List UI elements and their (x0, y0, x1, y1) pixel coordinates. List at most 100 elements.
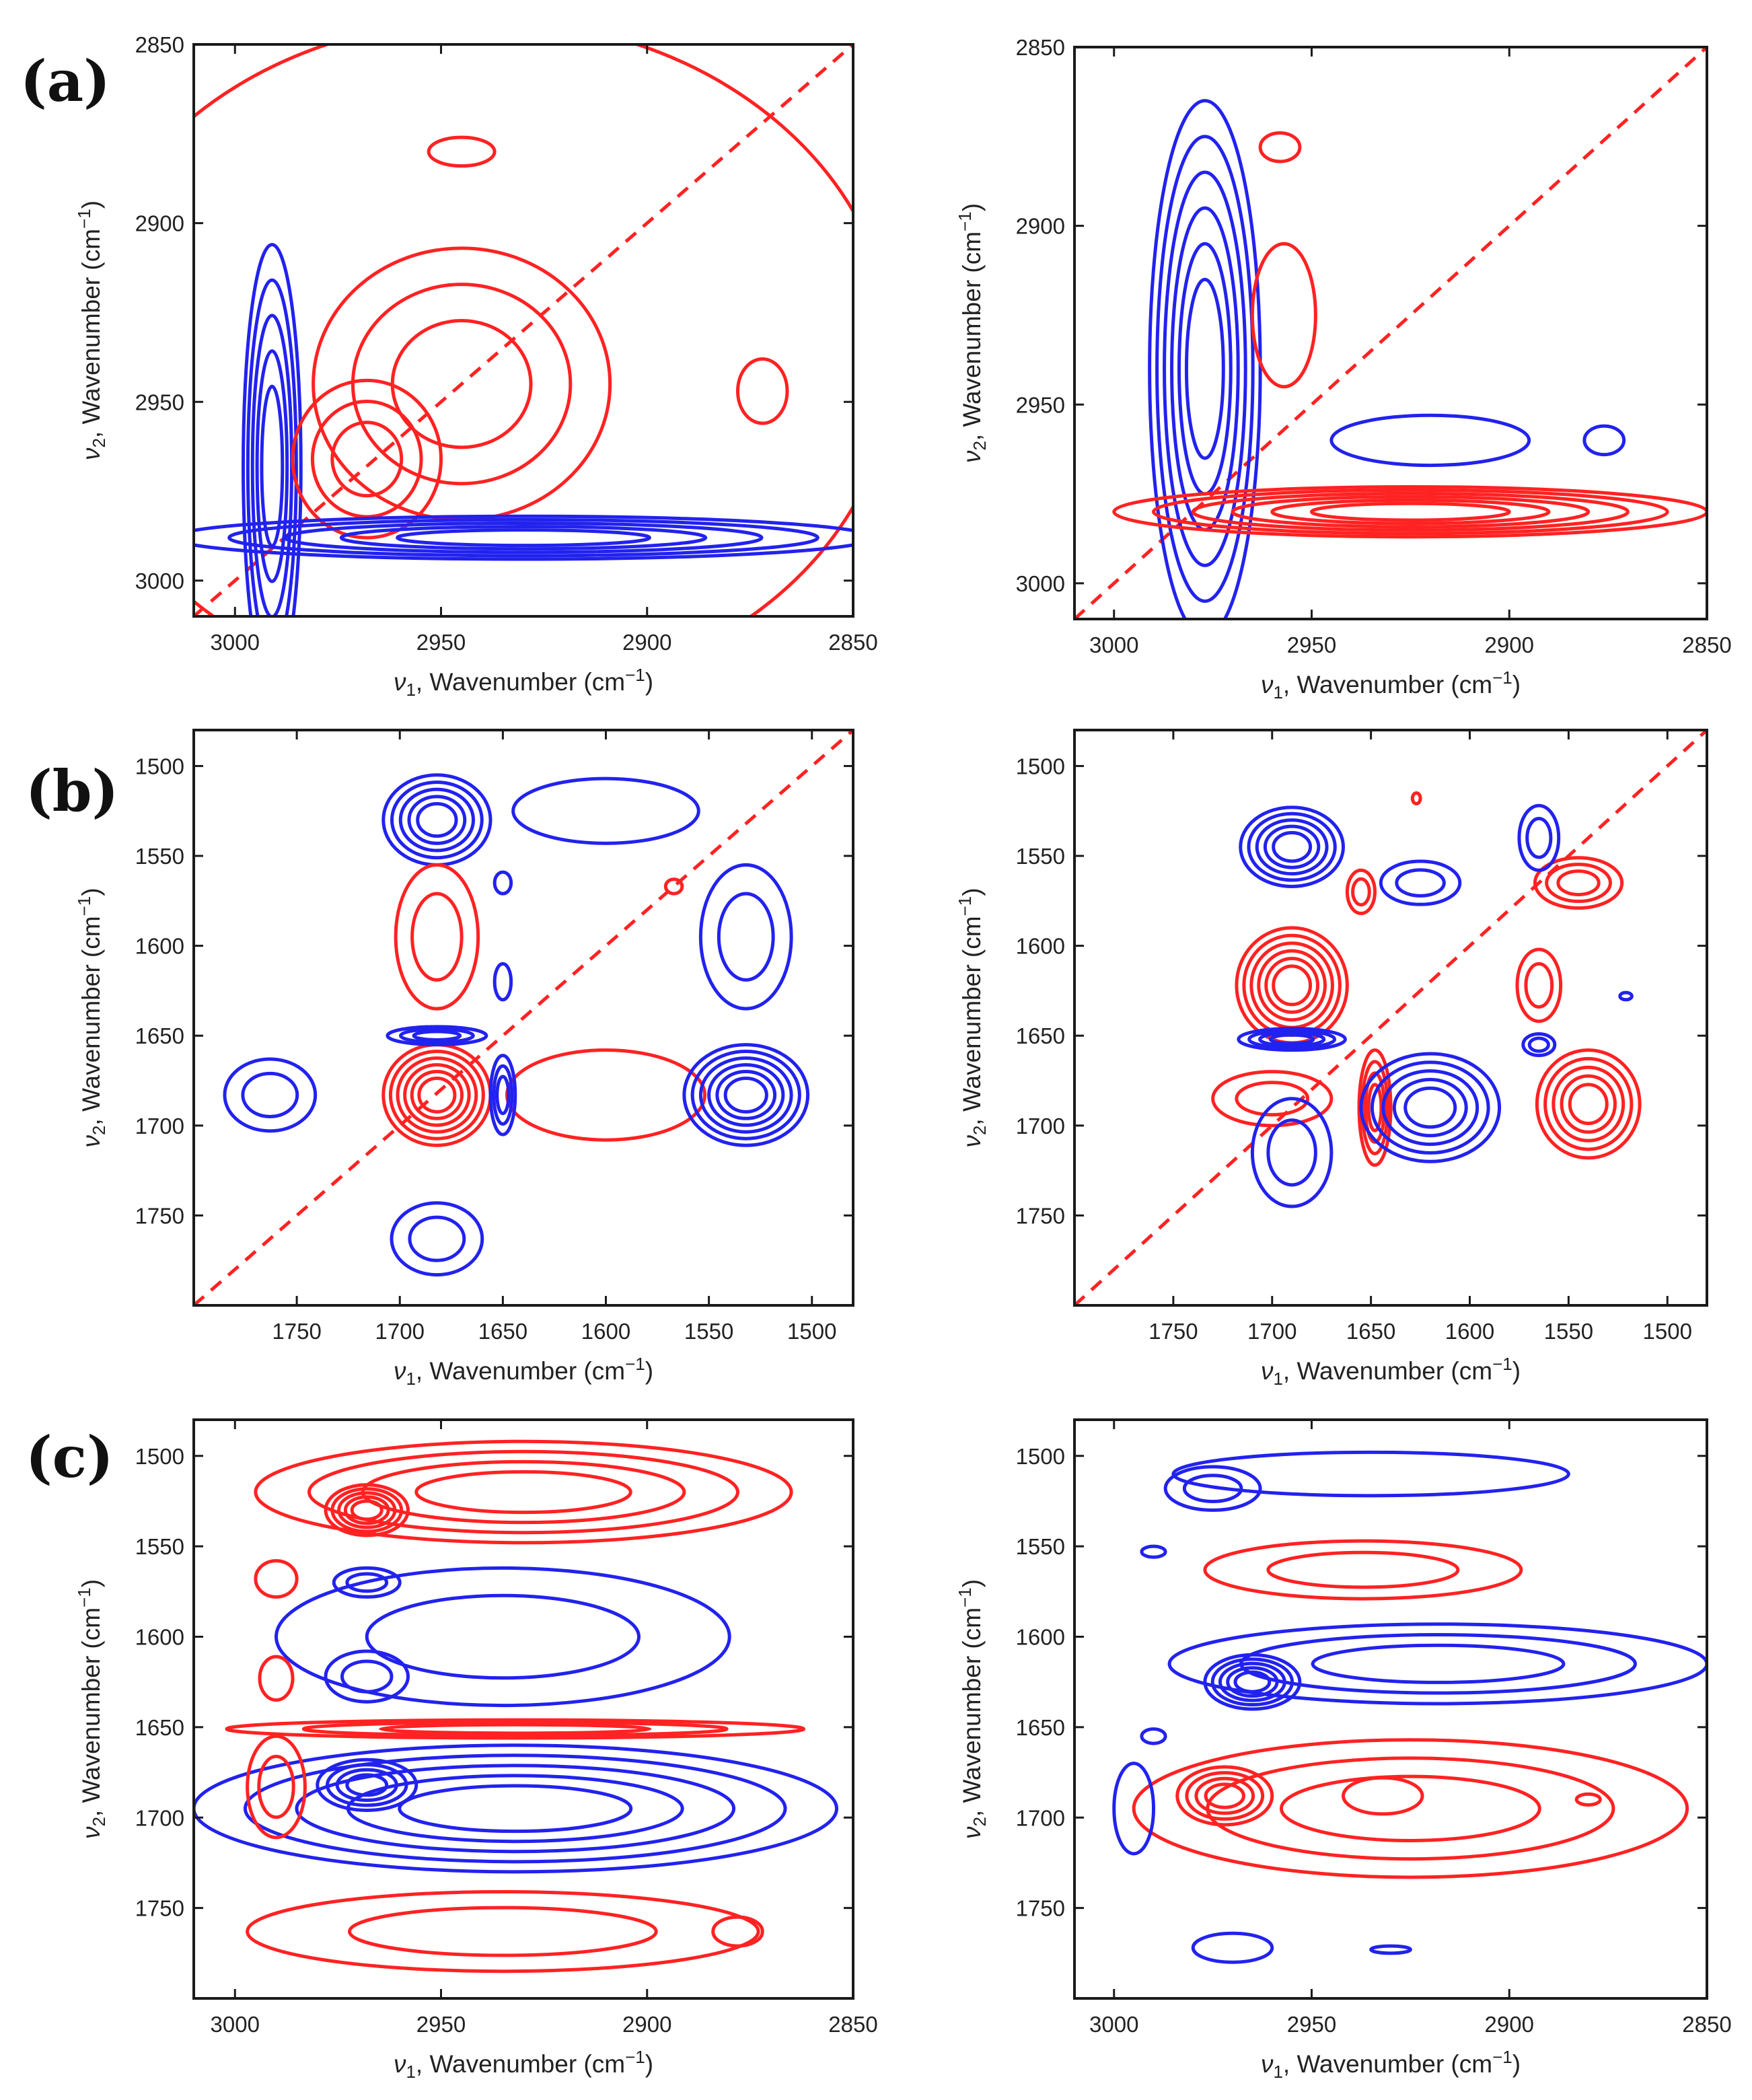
x-label-var: ν (394, 1357, 406, 1385)
negative-contour-peak-5-level-0 (1582, 424, 1626, 457)
y-label-close: ) (958, 1579, 986, 1587)
x-tick-label: 1500 (1643, 1319, 1692, 1344)
positive-contour-peak-8-level-0 (246, 1734, 307, 1840)
positive-contour-peak-3-level-1 (1266, 1550, 1460, 1589)
x-tick-label: 2850 (1682, 632, 1731, 657)
x-tick-label: 1600 (581, 1319, 630, 1344)
positive-contour-peak-11-level-1 (1351, 877, 1371, 907)
y-tick-label: 1550 (1016, 844, 1065, 869)
positive-contour-peak-9-level-0 (1574, 1792, 1602, 1807)
positive-contour-peak-1-level-2 (1249, 941, 1334, 1029)
positive-contour-peak-3-level-0 (1203, 1539, 1523, 1601)
y-axis-label: ν2, Wavenumber (cm−1) (74, 888, 109, 1147)
negative-contour-peak-0-level-0 (1171, 1450, 1570, 1498)
negative-contour-peak-0-level-1 (390, 780, 484, 860)
positive-contour-peak-2-level-2 (390, 318, 533, 449)
positive-contour-peak-4-level-5 (417, 1076, 457, 1114)
chart-b-asynchronous: 1750 1700 1650 1600 1550 1500 1500 1550 1600 1650… (955, 729, 1708, 1389)
x-tick-label: 2900 (622, 2012, 671, 2037)
y-tick-label: 2850 (1016, 35, 1065, 60)
panel-label-b: (b) (26, 758, 118, 824)
diagonal-line (1074, 730, 1707, 1305)
negative-contour-peak-5-level-2 (1218, 1661, 1286, 1702)
y-label-sup: −1 (74, 896, 94, 916)
y-tick-label: 3000 (135, 569, 184, 593)
x-label-sub: 1 (406, 680, 415, 700)
y-tick-label: 1750 (135, 1896, 184, 1921)
negative-contour-peak-6-level-5 (723, 1076, 768, 1114)
y-label-var: ν (958, 450, 986, 463)
y-label-sub: 2 (970, 1126, 990, 1135)
x-tick-label: 3000 (211, 630, 260, 655)
y-label-sub: 2 (89, 1817, 109, 1826)
y-tick-label: 1750 (1016, 1896, 1065, 1921)
negative-contour-peak-6-level-0 (194, 1743, 838, 1874)
x-axis-label: ν1, Wavenumber (cm−1) (394, 665, 653, 700)
negative-contour-peak-10-level-1 (398, 1027, 475, 1044)
negative-contour-peak-3-level-1 (717, 892, 775, 982)
negative-contour-peak-0-level-3 (255, 349, 289, 583)
negative-contour-peak-9-level-1 (492, 1064, 514, 1126)
positive-contour-peak-3-level-0 (1250, 242, 1317, 389)
positive-contour-peak-6-level-2 (1279, 1774, 1541, 1842)
positive-contour-peak-2-level-0 (394, 863, 480, 1011)
positive-contour-peak-7-level-0 (1535, 1048, 1642, 1160)
y-tick-label: 1550 (1016, 1534, 1065, 1559)
x-label-var: ν (1261, 1357, 1274, 1385)
negative-contour-peak-7-level-0 (223, 1057, 318, 1133)
positive-contour-peak-8-level-2 (1556, 869, 1601, 897)
negative-contour-peak-10-level-0 (1379, 859, 1462, 906)
negative-contour-peak-3-level-1 (345, 1572, 389, 1593)
positive-contour-peak-1-level-4 (1270, 498, 1551, 526)
positive-contour-peak-7-level-2 (1552, 1065, 1626, 1143)
y-tick-label: 1700 (135, 1114, 184, 1138)
negative-contour-peak-6-level-2 (295, 1764, 736, 1854)
panel-label-c: (c) (26, 1424, 114, 1490)
y-axis-label: ν2, Wavenumber (cm−1) (955, 888, 990, 1147)
positive-contour-peak-1-level-5 (1272, 964, 1313, 1007)
x-label-sub: 1 (1273, 682, 1282, 702)
negative-contour-peak-1-level-0 (1163, 1465, 1262, 1512)
negative-contour-peak-1-level-0 (511, 776, 700, 845)
positive-contour-peak-5-level-1 (301, 1721, 729, 1737)
negative-contour-peak-2-level-0 (1237, 1027, 1347, 1052)
x-tick-label: 1700 (1247, 1319, 1297, 1344)
negative-contour-peak-5-level-3 (1226, 1666, 1279, 1698)
negative-contour-peak-11-level-0 (492, 962, 513, 1002)
positive-contour-peak-4-level-0 (427, 135, 497, 168)
negative-contour-peak-0-level-1 (1155, 135, 1255, 603)
y-tick-label: 1650 (135, 1715, 184, 1740)
positive-contour-peak-1-level-2 (337, 1491, 397, 1529)
y-label-text: , Wavenumber (cm (77, 229, 105, 438)
negative-contour-peak-10-level-0 (386, 1025, 488, 1047)
y-label-close: ) (958, 203, 986, 211)
y-tick-label: 1600 (1016, 934, 1065, 959)
y-label-text: , Wavenumber (cm (958, 916, 986, 1125)
positive-contour-peak-11-level-0 (246, 1889, 760, 1974)
positive-contour-peak-12-level-0 (711, 1915, 764, 1948)
positive-contour-peak-5-level-3 (1366, 1083, 1383, 1132)
x-label-var: ν (1261, 2050, 1274, 2078)
negative-contour-peak-12-level-0 (492, 870, 513, 896)
y-tick-label: 1550 (135, 1534, 184, 1559)
y-tick-label: 1650 (135, 1023, 184, 1048)
x-tick-label: 2950 (416, 630, 466, 655)
negative-contour-peak-6-level-4 (1403, 1086, 1457, 1129)
negative-contour-peak-6-level-1 (227, 517, 819, 558)
negative-contour-peak-4-level-0 (324, 1649, 410, 1704)
positive-contour-peak-13-level-0 (663, 877, 684, 896)
positive-contour-peak-7-level-1 (1543, 1056, 1634, 1151)
negative-contour-peak-4-level-1 (340, 1659, 394, 1694)
chart-c-asynchronous: 3000 2950 2900 2850 1500 1550 1600 1650 1700 1750… (955, 1418, 1732, 2082)
x-axis-label: ν1, Wavenumber (cm−1) (394, 2047, 653, 2082)
x-axis-label: ν1, Wavenumber (cm−1) (1261, 1354, 1521, 1389)
positive-contour-peak-1-level-0 (324, 1483, 410, 1537)
negative-contour-peak-3-level-0 (332, 1566, 402, 1599)
positive-contour-peak-1-level-4 (350, 1499, 384, 1521)
negative-contour-peak-4-level-0 (1329, 413, 1531, 468)
positive-contour-peak-7-level-3 (1560, 1074, 1617, 1134)
contour-area (194, 1439, 838, 1974)
y-tick-label: 1550 (135, 844, 184, 869)
negative-contour-peak-7-level-0 (316, 1758, 418, 1812)
plot-frame (1073, 1418, 1708, 2000)
